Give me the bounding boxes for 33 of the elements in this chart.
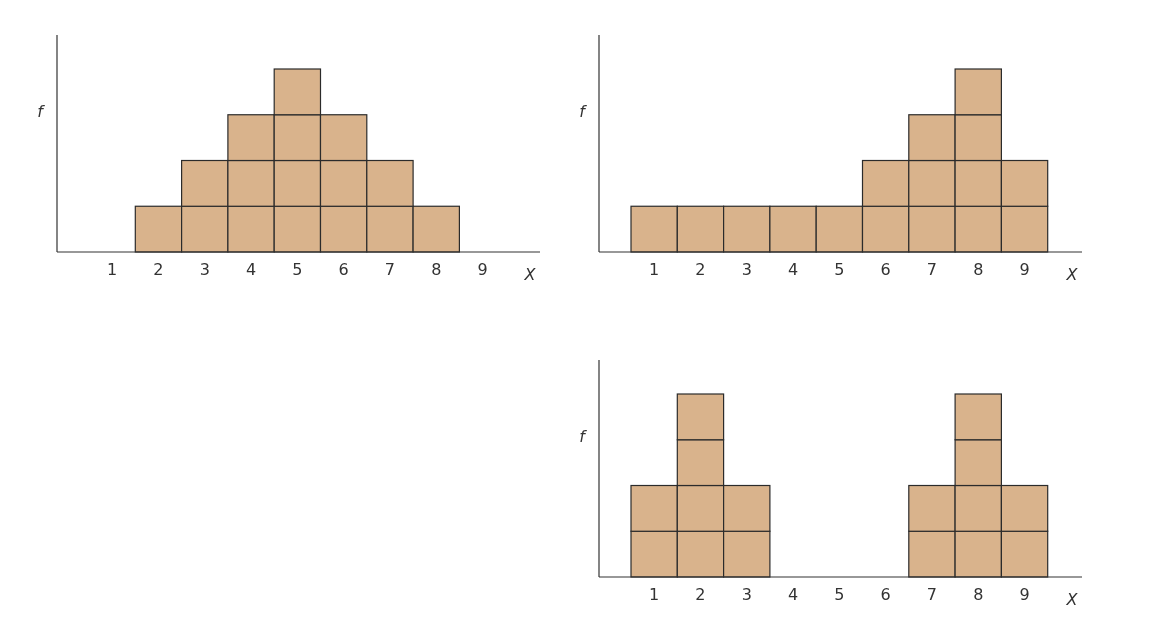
- x-tick-label: 8: [431, 260, 442, 280]
- x-axis-title: X: [1065, 590, 1079, 610]
- x-tick-label: 6: [338, 260, 349, 280]
- y-axis-title: f: [579, 426, 588, 446]
- x-tick-label: 3: [741, 585, 752, 605]
- x-tick-label: 9: [1019, 260, 1030, 280]
- x-tick-label: 3: [199, 260, 210, 280]
- x-tick-label: 5: [292, 260, 303, 280]
- x-tick-label: 4: [245, 260, 257, 280]
- x-tick-label: 3: [741, 260, 752, 280]
- x-tick-label: 9: [1019, 585, 1030, 605]
- x-tick-label: 6: [880, 260, 891, 280]
- x-axis-title: X: [523, 265, 537, 285]
- x-tick-label: 6: [880, 585, 891, 605]
- x-tick-label: 5: [834, 260, 845, 280]
- x-tick-label: 2: [695, 260, 706, 280]
- x-tick-label: 8: [973, 260, 984, 280]
- x-tick-label: 4: [787, 260, 799, 280]
- x-tick-label: 1: [107, 260, 118, 280]
- x-tick-label: 2: [695, 585, 706, 605]
- x-tick-label: 9: [477, 260, 488, 280]
- y-axis-title: f: [579, 101, 588, 121]
- y-axis-title: f: [37, 101, 46, 121]
- x-axis-title: X: [1065, 265, 1079, 285]
- x-tick-label: 2: [153, 260, 164, 280]
- x-tick-label: 7: [384, 260, 396, 280]
- x-tick-label: 4: [787, 585, 799, 605]
- x-tick-label: 5: [834, 585, 845, 605]
- x-tick-label: 1: [649, 260, 660, 280]
- x-tick-label: 7: [926, 260, 938, 280]
- x-tick-label: 1: [649, 585, 660, 605]
- x-tick-label: 8: [973, 585, 984, 605]
- x-tick-label: 7: [926, 585, 938, 605]
